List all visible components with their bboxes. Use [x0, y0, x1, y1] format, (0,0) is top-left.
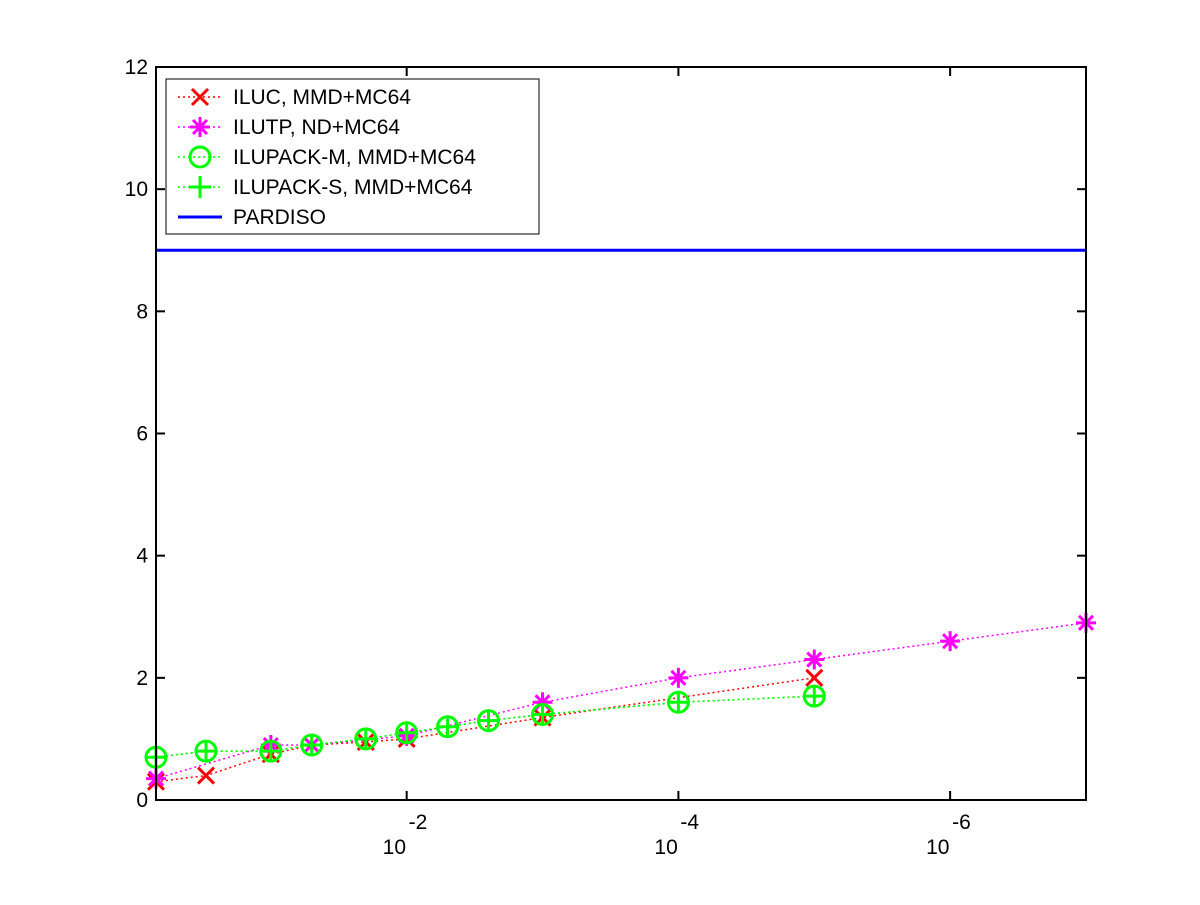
y-tick-label-4: 8 — [136, 300, 148, 323]
legend-item-ilutp-nd-mc64: ILUTP, ND+MC64 — [178, 116, 400, 139]
legend-item-iluc-mmd-mc64: ILUC, MMD+MC64 — [178, 86, 411, 109]
y-tick-label-1: 2 — [136, 667, 148, 690]
legend-label-ilutp-nd-mc64: ILUTP, ND+MC64 — [233, 116, 400, 139]
legend-item-ilupack-m-mmd-mc64: ILUPACK-M, MMD+MC64 — [178, 145, 476, 169]
legend-label-iluc-mmd-mc64: ILUC, MMD+MC64 — [233, 86, 411, 109]
legend-marker-ilutp-nd-mc64 — [190, 117, 210, 137]
legend-item-ilupack-s-mmd-mc64: ILUPACK-S, MMD+MC64 — [178, 176, 473, 199]
x-tick-label-exponent-0: -2 — [409, 811, 428, 834]
legend-label-ilupack-m-mmd-mc64: ILUPACK-M, MMD+MC64 — [233, 146, 476, 169]
x-tick-label-exponent-1: -4 — [680, 811, 699, 834]
data-point-ilupack-s-mmd-mc64-4 — [354, 727, 377, 750]
series-layer — [144, 248, 1096, 791]
data-point-ilupack-s-mmd-mc64-2 — [259, 740, 282, 763]
legend-label-ilupack-s-mmd-mc64: ILUPACK-S, MMD+MC64 — [233, 176, 473, 199]
data-point-ilutp-nd-mc64-5 — [668, 667, 689, 688]
legend-item-pardiso: PARDISO — [178, 206, 326, 229]
legend-box — [165, 78, 540, 235]
data-point-ilupack-s-mmd-mc64-5 — [395, 721, 418, 744]
y-tick-label-3: 6 — [136, 423, 148, 446]
legend-marker-ilupack-s-mmd-mc64 — [189, 176, 211, 198]
data-point-ilupack-s-mmd-mc64-3 — [300, 734, 323, 757]
legend: ILUC, MMD+MC64 ILUTP, ND+MC64 ILUPACK-M, M… — [165, 78, 540, 235]
series-line-iluc-mmd-mc64 — [155, 677, 815, 783]
x-tick-label-exponent-2: -6 — [952, 811, 971, 834]
legend-marker-iluc-mmd-mc64 — [190, 87, 210, 107]
data-point-iluc-mmd-mc64-7 — [805, 668, 824, 687]
data-point-ilupack-s-mmd-mc64-10 — [803, 685, 826, 708]
data-point-ilutp-nd-mc64-6 — [804, 649, 825, 670]
data-point-iluc-mmd-mc64-1 — [196, 766, 216, 785]
y-tick-label-6: 12 — [125, 56, 148, 79]
data-point-ilupack-s-mmd-mc64-9 — [667, 691, 690, 714]
data-point-ilupack-s-mmd-mc64-7 — [477, 709, 500, 732]
legend-label-pardiso: PARDISO — [233, 206, 326, 229]
x-tick-label-base-1: 10 — [654, 836, 677, 859]
data-point-ilupack-s-mmd-mc64-6 — [436, 715, 459, 738]
data-point-ilutp-nd-mc64-7 — [940, 631, 961, 652]
y-tick-label-2: 4 — [136, 545, 148, 568]
y-tick-label-5: 10 — [125, 178, 148, 201]
x-tick-label-base-2: 10 — [926, 836, 949, 859]
data-point-ilupack-s-mmd-mc64-1 — [194, 740, 217, 763]
data-point-ilupack-s-mmd-mc64-8 — [531, 703, 554, 726]
x-tick-label-base-0: 10 — [383, 836, 406, 859]
legend-marker-ilupack-m-mmd-mc64 — [188, 145, 212, 169]
series-ilutp-nd-mc64 — [146, 612, 1096, 789]
y-tick-label-0: 0 — [136, 789, 148, 812]
